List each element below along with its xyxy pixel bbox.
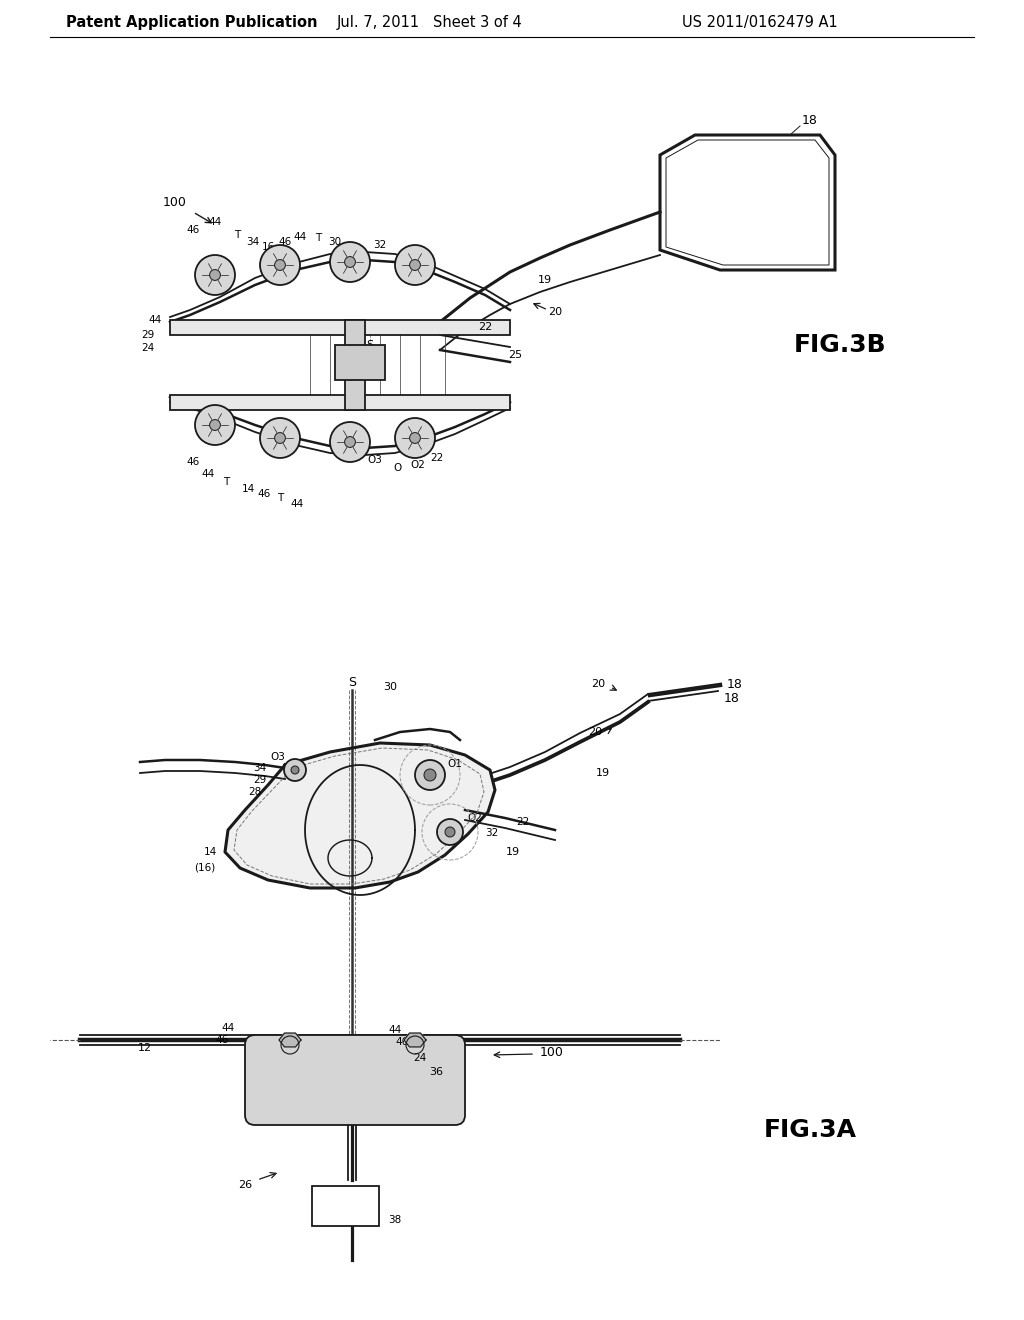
Circle shape [274,260,286,271]
Circle shape [274,433,286,444]
Circle shape [415,760,445,789]
Circle shape [437,818,463,845]
Text: 24: 24 [414,1053,427,1063]
Text: 18: 18 [802,114,818,127]
Text: 19: 19 [506,847,520,857]
Text: 22: 22 [478,322,493,333]
Polygon shape [225,743,495,888]
Text: 32: 32 [485,828,499,838]
Circle shape [195,405,234,445]
Polygon shape [170,395,510,411]
Polygon shape [404,1034,426,1047]
Circle shape [395,246,435,285]
FancyBboxPatch shape [312,1185,379,1226]
Text: S: S [348,676,356,689]
Text: 46: 46 [257,488,270,499]
Text: 16: 16 [261,242,274,252]
Text: O3: O3 [368,455,382,465]
Text: 14: 14 [204,847,217,857]
Circle shape [424,770,436,781]
Circle shape [345,256,355,268]
Text: T: T [276,492,283,503]
Text: T: T [314,234,322,243]
Text: 46: 46 [186,224,200,235]
Text: O2: O2 [411,459,425,470]
Text: 44: 44 [221,1023,234,1034]
FancyBboxPatch shape [245,1035,465,1125]
Circle shape [445,828,455,837]
Circle shape [330,422,370,462]
Text: 36: 36 [429,1067,443,1077]
Text: 22: 22 [430,453,443,463]
Text: 46: 46 [186,457,200,467]
Text: 40: 40 [313,1208,327,1218]
Text: 44: 44 [291,499,304,510]
Text: S: S [367,341,374,350]
Text: 44: 44 [148,315,162,325]
Text: 30: 30 [383,682,397,692]
Text: 32: 32 [374,240,387,249]
Circle shape [330,242,370,282]
Circle shape [291,766,299,774]
Text: 19: 19 [538,275,552,285]
Circle shape [345,437,355,447]
Text: 46: 46 [395,1038,409,1047]
Text: O2: O2 [468,813,482,822]
Circle shape [210,420,220,430]
Text: 44: 44 [293,232,306,242]
Text: O: O [394,463,402,473]
Circle shape [195,255,234,294]
Polygon shape [345,319,365,411]
Text: 18: 18 [727,678,743,692]
Circle shape [284,759,306,781]
Text: Patent Application Publication: Patent Application Publication [67,15,317,29]
Text: FIG.3B: FIG.3B [794,333,887,356]
Text: 29: 29 [253,775,266,785]
Circle shape [260,418,300,458]
Text: 28: 28 [249,787,261,797]
Text: 20: 20 [591,678,605,689]
Text: 26: 26 [238,1180,252,1191]
Text: 14: 14 [242,484,255,494]
Text: 44: 44 [208,216,221,227]
Circle shape [395,418,435,458]
Circle shape [410,433,421,444]
Polygon shape [279,1034,301,1047]
Polygon shape [170,319,510,335]
Text: 20: 20 [548,308,562,317]
Text: 46: 46 [215,1035,228,1045]
Text: 24: 24 [141,343,155,352]
Text: 44: 44 [202,469,215,479]
Text: 100: 100 [163,195,187,209]
Text: 44: 44 [388,1026,401,1035]
Text: 25: 25 [508,350,522,360]
Circle shape [210,269,220,280]
Text: 20: 20 [588,727,602,737]
Text: 19: 19 [596,768,610,777]
Text: T: T [223,477,229,487]
Text: 100: 100 [540,1045,564,1059]
Circle shape [260,246,300,285]
Text: 18: 18 [724,692,740,705]
Circle shape [410,260,421,271]
Text: O1: O1 [447,759,463,770]
Text: FIG.3A: FIG.3A [764,1118,856,1142]
Text: 46: 46 [279,238,292,247]
Text: 38: 38 [388,1214,401,1225]
Polygon shape [335,345,385,380]
Text: 22: 22 [516,817,529,828]
Text: 34: 34 [247,238,260,247]
Text: 30: 30 [329,238,342,247]
Text: 34: 34 [253,763,266,774]
Text: O3: O3 [270,752,286,762]
Text: US 2011/0162479 A1: US 2011/0162479 A1 [682,15,838,29]
Text: Jul. 7, 2011   Sheet 3 of 4: Jul. 7, 2011 Sheet 3 of 4 [337,15,523,29]
Text: T: T [233,230,240,240]
Text: 29: 29 [141,330,155,341]
Text: 12: 12 [138,1043,152,1053]
Text: (16): (16) [195,862,216,873]
